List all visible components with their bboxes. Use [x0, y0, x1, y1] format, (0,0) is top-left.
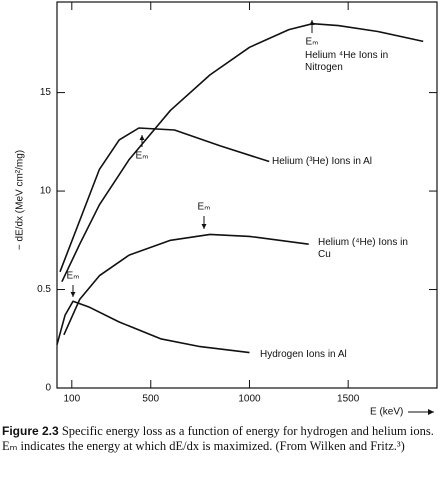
curve-label: Helium (³He) Ions in Al	[272, 156, 373, 167]
series-line	[63, 233, 309, 336]
x-tick-label: 100	[63, 394, 80, 405]
em-annotation: Eₘ	[67, 271, 80, 282]
y-tick-label: 15	[40, 87, 52, 98]
curve-label: Hydrogen Ions in Al	[260, 349, 347, 360]
y-tick-label: 0	[45, 383, 51, 394]
series-line	[61, 22, 424, 283]
em-annotation: Eₘ	[306, 37, 319, 48]
x-tick-label: 1000	[238, 394, 261, 405]
curve-label: Helium ⁴He Ions in Nitrogen	[305, 50, 389, 73]
x-tick-label: 500	[142, 394, 159, 405]
em-arrowhead	[139, 135, 145, 140]
y-axis-label: − dE/dx (MeV cm²/mg)	[15, 150, 26, 250]
x-axis-label: E (keV)	[370, 407, 403, 418]
em-arrowhead	[70, 292, 76, 297]
y-tick-label: 0.5	[37, 284, 51, 295]
x-axis-arrowhead	[428, 409, 434, 415]
caption: Figure 2.3 Specific energy loss as a fun…	[2, 424, 442, 454]
series-line	[59, 127, 270, 273]
series-line	[56, 300, 250, 354]
y-tick-label: 10	[40, 186, 52, 197]
em-arrowhead	[309, 20, 315, 25]
curve-label: Helium (⁴He) Ions in Cu	[318, 237, 408, 260]
em-arrowhead	[201, 224, 207, 229]
caption-text: Specific energy loss as a function of en…	[2, 424, 434, 453]
chart: − dE/dx (MeV cm²/mg) E (keV) 0 0.5 10 15 100…	[15, 1, 438, 418]
em-annotation: Eₘ	[198, 202, 211, 213]
figure-label: Figure 2.3	[2, 424, 59, 438]
x-tick-label: 1500	[337, 394, 360, 405]
em-annotation: Eₘ	[136, 151, 149, 162]
plot-frame	[56, 1, 438, 389]
